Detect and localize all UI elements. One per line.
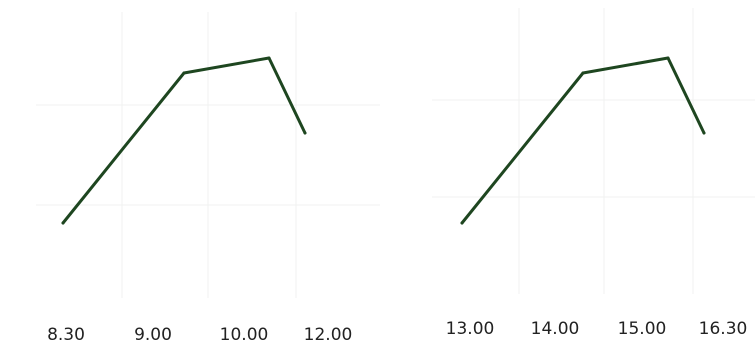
data-point — [666, 56, 670, 60]
x-tick-label: 15.00 — [618, 319, 667, 339]
data-point — [581, 71, 585, 75]
x-tick-labels-afternoon: 13.00 14.00 15.00 16.30 — [446, 319, 748, 339]
data-point — [702, 131, 706, 135]
chart-morning: 8.30 9.00 10.00 12.00 — [36, 12, 380, 345]
x-tick-label: 9.00 — [134, 325, 172, 345]
series-line-afternoon — [460, 56, 706, 225]
data-point — [267, 56, 271, 60]
data-point — [61, 221, 65, 225]
x-tick-label: 13.00 — [446, 319, 495, 339]
x-tick-label: 16.30 — [699, 319, 748, 339]
data-point — [182, 71, 186, 75]
chart-afternoon: 13.00 14.00 15.00 16.30 — [432, 8, 755, 339]
x-tick-label: 8.30 — [47, 325, 85, 345]
gridlines-afternoon — [432, 8, 755, 294]
x-tick-label: 10.00 — [220, 325, 269, 345]
series-line-morning — [61, 56, 307, 225]
data-point — [460, 221, 464, 225]
gridlines-morning — [36, 12, 380, 298]
x-tick-label: 14.00 — [531, 319, 580, 339]
x-tick-labels-morning: 8.30 9.00 10.00 12.00 — [47, 325, 352, 345]
x-tick-label: 12.00 — [304, 325, 353, 345]
data-point — [303, 131, 307, 135]
